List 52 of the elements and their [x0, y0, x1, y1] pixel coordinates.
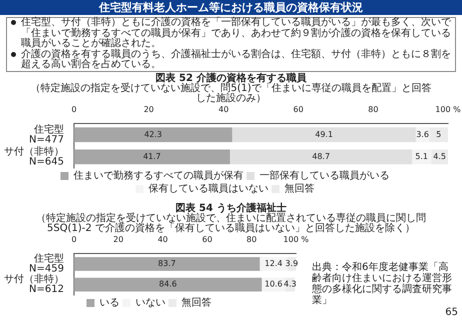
data-label: 41.7 [143, 151, 161, 160]
chart-title: 図表 52 介護の資格を有する職員 [154, 72, 308, 84]
legend-label: 無回答 [284, 182, 314, 194]
data-label: 4.3 [284, 279, 296, 288]
x-tick-label: 0 [71, 234, 77, 244]
y-tick-label: サ付（非特） N=645 [4, 144, 64, 167]
text: 介護の資格を有する職員のうち、介護福祉士がいる割合は、住宅額、サ付（非特）ともに８割を超える高い割合を占めている。 [21, 48, 451, 70]
data-label: 12.4 [264, 258, 282, 268]
x-tick-label: 0 [71, 104, 77, 114]
source-note: 出典：令和6年度老健事業「高齢者向け住まいにおける運営形態の多様化に関する調査研究事業」 [312, 262, 452, 306]
data-label: 3.6 [416, 129, 429, 138]
x-tick-label: 80 [246, 234, 257, 244]
bar [74, 126, 232, 142]
legend-label: 一部保有している職員がいる [260, 169, 390, 182]
legend-label: いない [136, 297, 166, 308]
x-tick-label: 60 [202, 234, 212, 244]
legend-label: いる [100, 297, 120, 308]
y-tick-label: サ付（非特） N=612 [4, 272, 64, 295]
x-tick-label: 80 [368, 104, 378, 114]
text: 住宅型有料老人ホーム等における職員の資格保有状況 [0, 0, 462, 15]
chart-subtitle: （特定施設の指定を受けていない施設で、問5(1)で「住まいに専従の職員を配置」と回答した施設のみ） [30, 82, 432, 104]
chart-title: 図表 54 うち介護福祉士 [174, 202, 288, 214]
legend-label: 住まいで勤務するすべての職員が保有 [74, 169, 244, 182]
y-tick-label: 住宅型 N=459 [29, 252, 64, 274]
legend-label: 保有している職員はいない [148, 182, 268, 194]
data-label: 3.9 [285, 258, 298, 268]
bar [74, 149, 230, 164]
x-tick-label: 40 [218, 104, 229, 114]
x-tick-label: 100 % [283, 234, 310, 244]
bar [230, 149, 412, 164]
x-tick-label: 20 [144, 104, 154, 114]
chart-subtitle: （特定施設の指定を受けていない施設で、住まいに配置されている専従の職員に関し問5SQ(1)-2 で介護の資格を「保有している職員はいない」と回答した施設を除く） [35, 212, 427, 234]
data-label: 83.7 [158, 258, 176, 268]
data-label: 84.6 [159, 279, 177, 288]
data-label: 49.1 [315, 129, 333, 138]
bar [74, 277, 262, 292]
data-label: 5.1 [415, 151, 428, 160]
data-label: 42.3 [144, 129, 162, 138]
data-label: 4.5 [433, 151, 446, 160]
x-tick-label: 60 [293, 104, 304, 114]
x-tick-label: 20 [113, 234, 124, 244]
x-tick-label: 100 % [435, 104, 462, 114]
bar [232, 126, 416, 142]
text: 65 [445, 307, 458, 318]
y-tick-label: 住宅型 N=477 [29, 122, 64, 145]
legend-label: 無回答 [182, 296, 212, 308]
text: 住宅型、サ付（非特）ともに介護の資格を「一部保有している職員がいる」が最も多く、次いで「住まいで勤務するすべての職員が保有」であり、あわせて約９割が介護の資格を保有している職員がいることが確認された。 [21, 17, 451, 49]
data-label: 10.6 [264, 279, 282, 288]
x-tick-label: 40 [158, 234, 168, 244]
data-label: 48.7 [312, 151, 330, 160]
bar [74, 256, 260, 270]
data-label: 5 [436, 129, 442, 138]
